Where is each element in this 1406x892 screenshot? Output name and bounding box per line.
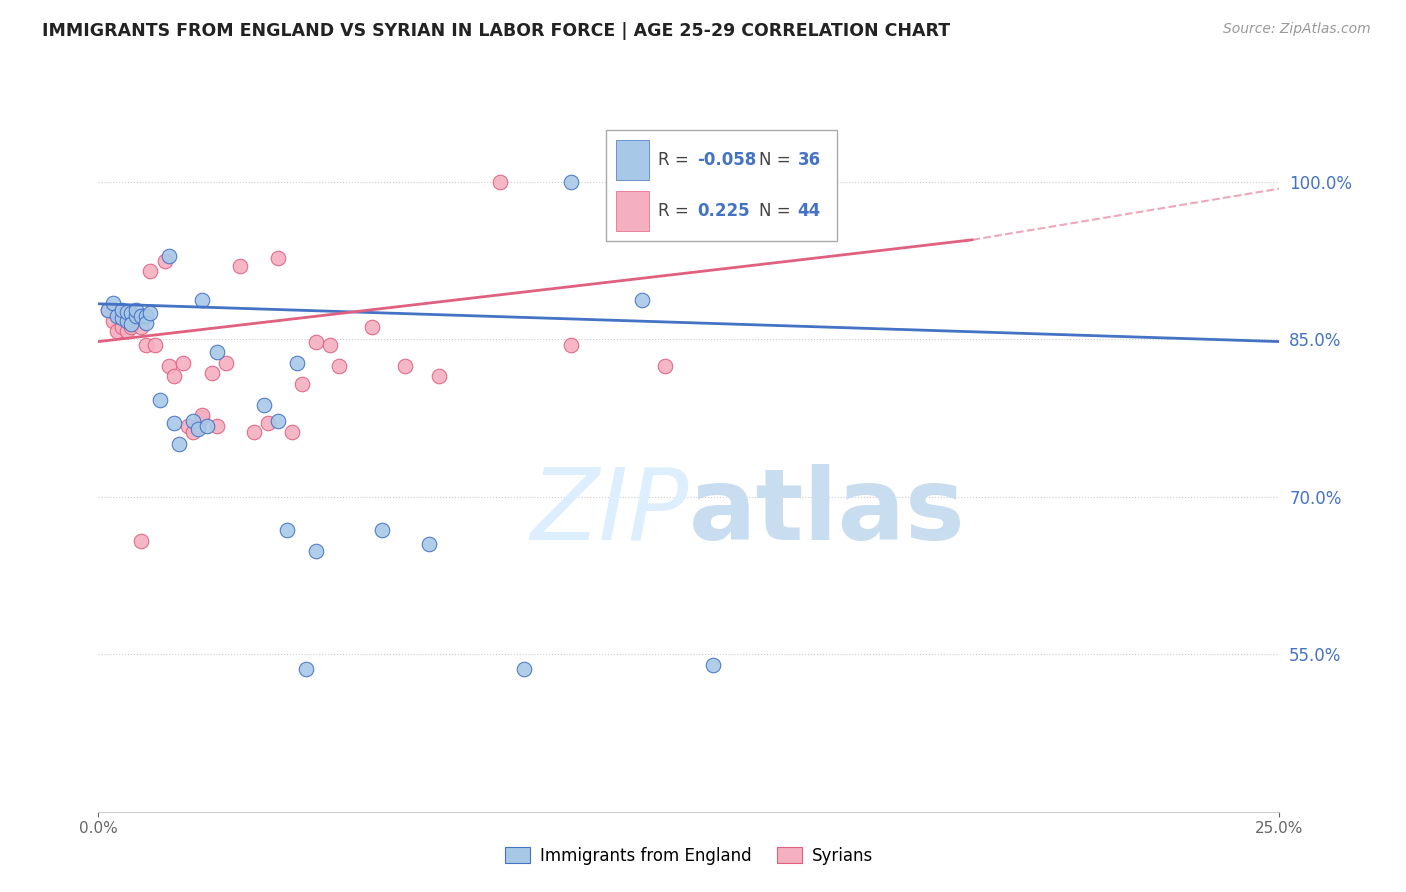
Point bbox=[191, 408, 214, 422]
Point bbox=[361, 319, 384, 334]
Point bbox=[167, 437, 190, 451]
Point bbox=[371, 524, 394, 538]
Point bbox=[295, 662, 318, 676]
Point bbox=[157, 359, 180, 373]
Point bbox=[394, 359, 416, 373]
Point bbox=[427, 369, 450, 384]
Point bbox=[115, 306, 138, 320]
Point bbox=[305, 544, 328, 558]
Point bbox=[215, 355, 238, 369]
Text: -0.058: -0.058 bbox=[697, 151, 756, 169]
Point bbox=[157, 248, 180, 262]
Point bbox=[560, 175, 582, 189]
Point bbox=[489, 175, 512, 189]
Point bbox=[125, 310, 148, 324]
Point bbox=[257, 417, 280, 431]
Point bbox=[129, 319, 152, 334]
Point bbox=[111, 311, 134, 326]
Point bbox=[97, 303, 120, 318]
Point bbox=[105, 310, 128, 324]
Point bbox=[129, 533, 152, 548]
Point bbox=[205, 418, 228, 433]
Text: atlas: atlas bbox=[689, 464, 966, 560]
Point bbox=[125, 311, 148, 326]
Point bbox=[129, 310, 152, 324]
Point bbox=[418, 537, 440, 551]
Text: 0.225: 0.225 bbox=[697, 202, 749, 220]
Point bbox=[139, 306, 162, 320]
Point bbox=[111, 319, 134, 334]
Point bbox=[149, 393, 172, 408]
Point bbox=[101, 313, 124, 327]
Point bbox=[111, 310, 134, 324]
Point bbox=[105, 324, 128, 338]
Point bbox=[115, 313, 138, 327]
Point bbox=[172, 355, 194, 369]
Text: IMMIGRANTS FROM ENGLAND VS SYRIAN IN LABOR FORCE | AGE 25-29 CORRELATION CHART: IMMIGRANTS FROM ENGLAND VS SYRIAN IN LAB… bbox=[42, 22, 950, 40]
Point bbox=[201, 366, 224, 380]
Bar bbox=[616, 192, 648, 231]
Point bbox=[181, 425, 204, 439]
Point bbox=[115, 324, 138, 338]
Text: N =: N = bbox=[759, 202, 796, 220]
Bar bbox=[616, 140, 648, 179]
Point bbox=[177, 418, 200, 433]
Point bbox=[97, 303, 120, 318]
Point bbox=[276, 524, 298, 538]
Point bbox=[305, 334, 328, 349]
Point bbox=[267, 251, 290, 265]
Point bbox=[101, 303, 124, 318]
Point bbox=[560, 337, 582, 351]
Text: ZIP: ZIP bbox=[530, 464, 689, 560]
Point bbox=[630, 293, 652, 307]
Point bbox=[191, 293, 214, 307]
Point bbox=[153, 253, 176, 268]
Point bbox=[205, 345, 228, 359]
Point bbox=[319, 337, 342, 351]
Point bbox=[135, 316, 157, 330]
Point bbox=[125, 303, 148, 318]
Point bbox=[281, 425, 304, 439]
Text: 36: 36 bbox=[797, 151, 821, 169]
Point bbox=[191, 411, 214, 425]
Point bbox=[229, 259, 252, 273]
Text: Source: ZipAtlas.com: Source: ZipAtlas.com bbox=[1223, 22, 1371, 37]
Point bbox=[243, 425, 266, 439]
Text: 44: 44 bbox=[797, 202, 821, 220]
Point bbox=[143, 337, 166, 351]
Point bbox=[115, 305, 138, 319]
Point bbox=[253, 398, 276, 412]
Point bbox=[101, 295, 124, 310]
Point bbox=[163, 417, 186, 431]
Point bbox=[121, 306, 143, 320]
Point bbox=[135, 310, 157, 324]
Point bbox=[181, 414, 204, 428]
Point bbox=[290, 376, 312, 391]
Point bbox=[139, 264, 162, 278]
Point bbox=[512, 662, 534, 676]
Point bbox=[111, 303, 134, 318]
Point bbox=[702, 657, 724, 672]
Text: R =: R = bbox=[658, 202, 699, 220]
Point bbox=[267, 414, 290, 428]
Point bbox=[105, 306, 128, 320]
Point bbox=[121, 317, 143, 331]
Legend: Immigrants from England, Syrians: Immigrants from England, Syrians bbox=[498, 840, 880, 871]
FancyBboxPatch shape bbox=[606, 130, 837, 241]
Point bbox=[654, 359, 676, 373]
Text: N =: N = bbox=[759, 151, 796, 169]
Point bbox=[163, 369, 186, 384]
Point bbox=[285, 355, 308, 369]
Point bbox=[135, 337, 157, 351]
Point bbox=[328, 359, 350, 373]
Point bbox=[121, 319, 143, 334]
Point bbox=[187, 418, 209, 433]
Point bbox=[195, 418, 218, 433]
Point bbox=[121, 310, 143, 324]
Text: R =: R = bbox=[658, 151, 695, 169]
Point bbox=[187, 422, 209, 436]
